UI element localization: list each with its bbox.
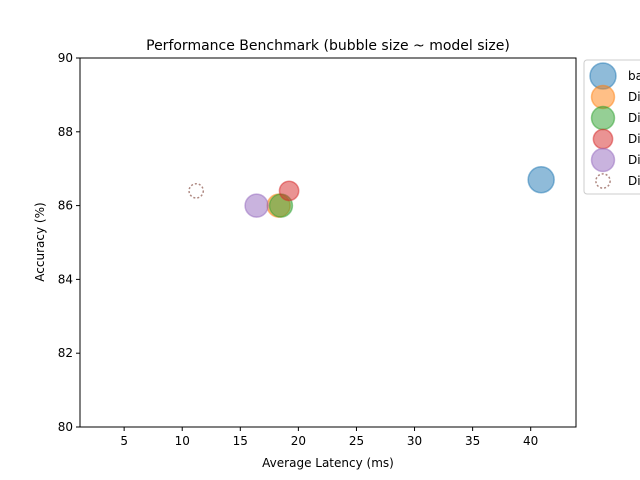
x-axis-ticks: 5 10 15 20 25 30 35 40 xyxy=(120,427,538,448)
chart-title: Performance Benchmark (bubble size ~ mod… xyxy=(146,38,510,54)
plot-frame xyxy=(79,57,577,428)
legend-marker xyxy=(590,105,616,131)
legend-marker xyxy=(590,147,616,173)
legend: ba Di Di Di Di Di xyxy=(583,59,640,195)
x-tick-label: 25 xyxy=(349,434,364,448)
y-axis-ticks: 80 82 84 86 88 90 xyxy=(58,51,80,434)
x-tick-label: 20 xyxy=(291,434,306,448)
x-axis-label: Average Latency (ms) xyxy=(262,456,394,470)
y-tick-label: 80 xyxy=(58,420,73,434)
x-tick-label: 40 xyxy=(523,434,538,448)
y-tick-label: 82 xyxy=(58,346,73,360)
x-tick-label: 30 xyxy=(407,434,422,448)
legend-marker xyxy=(590,84,616,110)
x-tick-label: 5 xyxy=(120,434,128,448)
data-point xyxy=(188,182,205,199)
legend-label: Di xyxy=(628,111,640,125)
legend-label: Di xyxy=(628,90,640,104)
y-tick-label: 84 xyxy=(58,272,73,286)
y-axis-label: Accuracy (%) xyxy=(33,202,47,281)
legend-label: Di xyxy=(628,132,640,146)
data-points xyxy=(188,166,555,218)
legend-label: Di xyxy=(628,153,640,167)
y-tick-label: 88 xyxy=(58,125,73,139)
data-point xyxy=(244,193,269,218)
y-tick-label: 90 xyxy=(58,51,73,65)
data-point xyxy=(278,180,300,202)
x-tick-label: 10 xyxy=(175,434,190,448)
legend-marker xyxy=(592,128,614,150)
x-tick-label: 35 xyxy=(465,434,480,448)
y-tick-label: 86 xyxy=(58,199,73,213)
legend-label: Di xyxy=(628,174,640,188)
legend-marker xyxy=(595,173,611,189)
data-point xyxy=(527,166,555,194)
x-tick-label: 15 xyxy=(233,434,248,448)
legend-label: ba xyxy=(628,69,640,83)
plot-area xyxy=(79,57,577,428)
